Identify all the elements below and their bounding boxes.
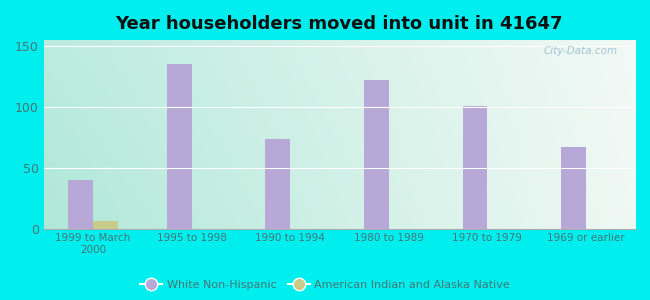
Bar [561, 147, 586, 229]
Bar [364, 80, 389, 229]
Title: Year householders moved into unit in 41647: Year householders moved into unit in 416… [116, 15, 563, 33]
Text: City-Data.com: City-Data.com [543, 46, 618, 56]
Bar [93, 221, 118, 229]
Legend: White Non-Hispanic, American Indian and Alaska Native: White Non-Hispanic, American Indian and … [136, 276, 514, 294]
Bar [167, 64, 192, 229]
Bar [463, 106, 488, 229]
Bar [265, 139, 290, 229]
Bar [68, 180, 93, 229]
